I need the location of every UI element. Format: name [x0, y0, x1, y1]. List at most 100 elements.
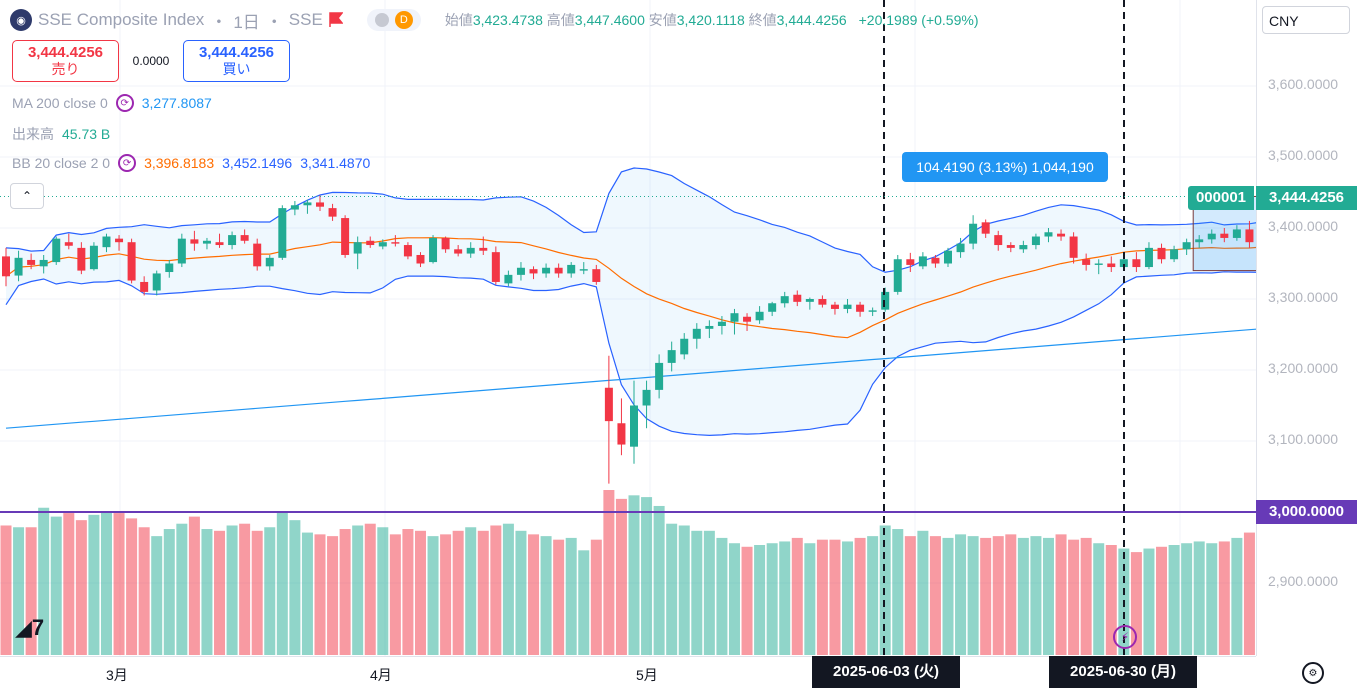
- time-tick: 4月: [370, 667, 392, 683]
- candle-body: [441, 237, 450, 250]
- volume-bar: [904, 536, 916, 655]
- volume-bar: [1093, 543, 1105, 655]
- volume-bar: [766, 543, 778, 655]
- buy-label: 買い: [222, 61, 251, 77]
- candle-body: [165, 263, 174, 273]
- level-price-label[interactable]: 3,000.0000: [1256, 500, 1357, 524]
- candle-body: [1157, 247, 1166, 260]
- volume-bar: [226, 525, 238, 655]
- volume-bar: [113, 513, 125, 655]
- ma-value: 3,277.8087: [141, 95, 212, 111]
- candle-body: [2, 256, 10, 277]
- ma-legend[interactable]: MA 200 close 0 ⟳ 3,277.8087: [12, 94, 212, 112]
- volume-bar: [1055, 534, 1067, 655]
- volume-bar: [214, 530, 226, 655]
- candle-body: [1044, 232, 1053, 237]
- symbol-logo-icon: ◉: [10, 9, 32, 31]
- flag-icon[interactable]: [329, 12, 343, 28]
- candle-body: [1119, 259, 1128, 268]
- interval[interactable]: 1日: [233, 12, 260, 32]
- price-tick: 3,400.0000: [1268, 218, 1339, 234]
- candle-body: [1144, 247, 1153, 268]
- volume-bar: [854, 537, 866, 655]
- volume-bar: [842, 541, 854, 655]
- volume-bar: [1143, 548, 1155, 655]
- bb-lower-line: [5, 271, 1256, 437]
- volume-bar: [754, 545, 766, 655]
- volume-bar: [327, 536, 339, 655]
- volume-bar: [289, 520, 301, 655]
- status-pill[interactable]: D: [366, 9, 421, 31]
- time-tick: 5月: [636, 667, 658, 683]
- candle-body: [1031, 236, 1040, 246]
- candle-body: [504, 274, 513, 284]
- candle-body: [542, 267, 551, 274]
- bb-legend[interactable]: BB 20 close 2 0 ⟳ 3,396.8183 3,452.1496 …: [12, 154, 370, 172]
- volume-legend[interactable]: 出来高 45.73 B: [12, 124, 110, 144]
- volume-bar: [1042, 537, 1054, 655]
- volume-bar: [402, 529, 414, 655]
- volume-bars: [0, 490, 1255, 655]
- volume-bar: [239, 523, 251, 655]
- candle-body: [579, 269, 588, 271]
- volume-bar: [176, 523, 188, 655]
- volume-bar: [477, 530, 489, 655]
- settings-icon[interactable]: ⚙: [1302, 662, 1324, 684]
- candle-body: [64, 242, 73, 246]
- candle-body: [491, 252, 500, 282]
- candle-body: [743, 316, 752, 322]
- candle-body: [529, 269, 538, 274]
- candle-body: [140, 281, 149, 292]
- symbol-title[interactable]: SSE Composite Index: [38, 10, 205, 29]
- loading-icon: ⟳: [118, 154, 137, 172]
- candle-body: [931, 257, 940, 264]
- price-chart[interactable]: [0, 0, 1256, 656]
- buy-button[interactable]: 3,444.4256 買い: [183, 40, 290, 82]
- volume-bar: [804, 543, 816, 655]
- measure-label[interactable]: 104.4190 (3.13%) 1,044,190: [902, 152, 1108, 182]
- volume-bar: [1130, 552, 1142, 655]
- volume-bar: [791, 537, 803, 655]
- selected-end-date: 2025-06-30 (月): [1049, 656, 1197, 688]
- volume-bar: [126, 518, 138, 655]
- candle-body: [969, 223, 978, 244]
- volume-bar: [716, 537, 728, 655]
- volume-bar: [25, 527, 37, 655]
- candle-body: [1170, 249, 1179, 260]
- volume-bar: [264, 527, 276, 655]
- bb-basis-value: 3,396.8183: [144, 155, 215, 171]
- volume-bar: [414, 530, 426, 655]
- change-value: +20.1989 (+0.59%): [858, 12, 979, 28]
- last-price-label: 3,444.4256: [1256, 186, 1357, 210]
- time-tick: 3月: [106, 667, 128, 683]
- time-axis[interactable]: [0, 656, 1256, 694]
- symbol-header[interactable]: ◉ SSE Composite Index ・ 1日 ・ SSE D 始値3,4…: [10, 8, 978, 32]
- candle-body: [177, 238, 186, 264]
- volume-bar: [603, 490, 615, 655]
- price-axis[interactable]: [1256, 0, 1357, 656]
- lightning-icon[interactable]: ⚡: [1113, 625, 1137, 649]
- sell-button[interactable]: 3,444.4256 売り: [12, 40, 119, 82]
- candle-body: [1082, 259, 1091, 265]
- volume-bar: [251, 530, 263, 655]
- candle-body: [1132, 259, 1141, 268]
- collapse-legend-button[interactable]: ⌃: [10, 183, 44, 209]
- volume-bar: [779, 541, 791, 655]
- candle-body: [856, 304, 865, 312]
- price-tick: 2,900.0000: [1268, 573, 1339, 589]
- volume-bar: [1243, 532, 1255, 655]
- volume-bar: [301, 532, 313, 655]
- volume-bar: [1030, 536, 1042, 655]
- date-range-markers[interactable]: [883, 0, 1125, 656]
- candle-body: [818, 299, 827, 305]
- candle-body: [316, 202, 324, 207]
- volume-bar: [615, 498, 627, 655]
- volume-bar: [151, 536, 163, 655]
- candle-body: [1069, 236, 1078, 258]
- currency-select[interactable]: CNY: [1262, 6, 1350, 34]
- volume-bar: [1005, 534, 1017, 655]
- volume-bar: [867, 536, 879, 655]
- candle-body: [893, 259, 902, 292]
- volume-bar: [741, 546, 753, 655]
- volume-bar: [879, 525, 891, 655]
